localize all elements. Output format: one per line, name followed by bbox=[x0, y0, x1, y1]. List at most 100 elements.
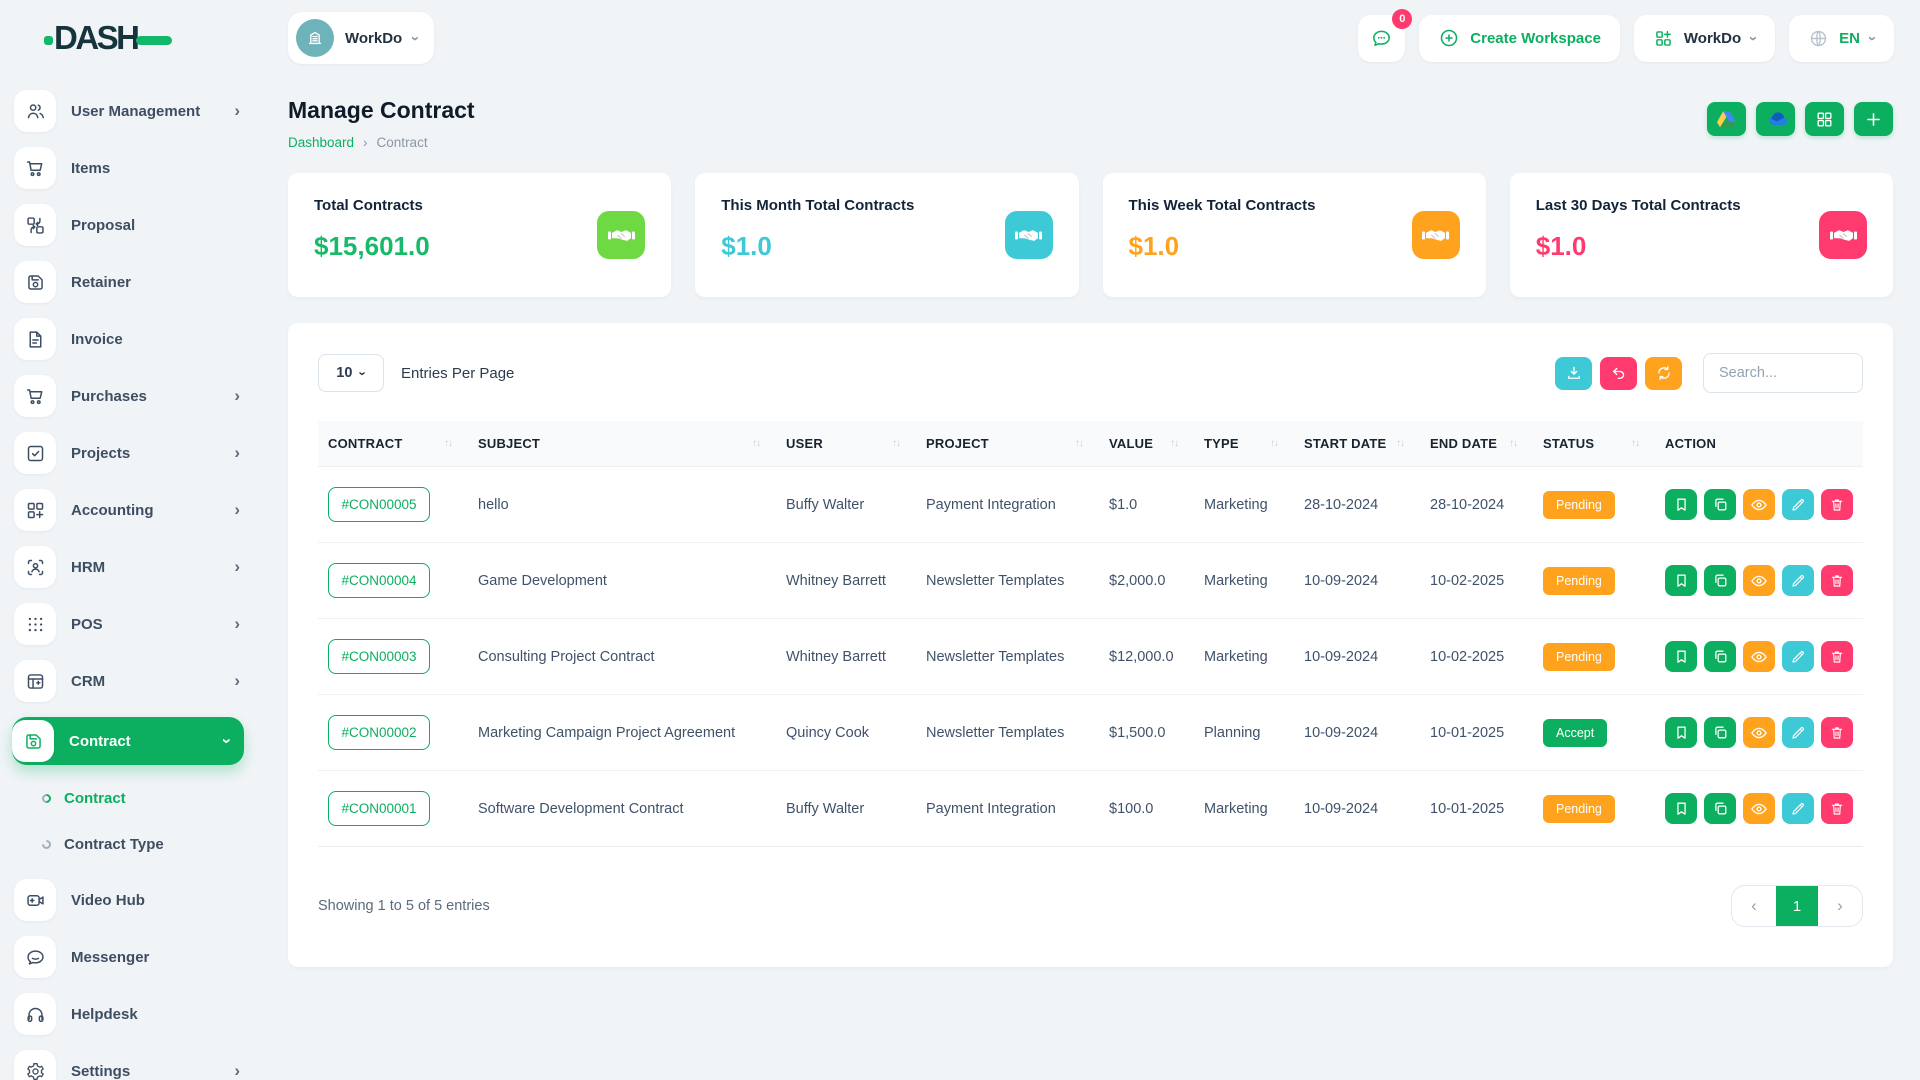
sidebar-item-retainer[interactable]: Retainer bbox=[14, 261, 244, 303]
page-title: Manage Contract bbox=[288, 97, 475, 123]
pagination-page-1[interactable]: 1 bbox=[1776, 886, 1818, 926]
bookmark-action-button[interactable] bbox=[1665, 793, 1697, 824]
trash-icon bbox=[1829, 725, 1845, 741]
eye-icon bbox=[1750, 496, 1768, 514]
trash-icon bbox=[1829, 801, 1845, 817]
column-header-end-date[interactable]: END DATE ↑↓ bbox=[1420, 421, 1533, 467]
entries-per-page-label: Entries Per Page bbox=[401, 364, 515, 382]
table-body: #CON00005 hello Buffy Walter Payment Int… bbox=[318, 466, 1863, 847]
table-header-row: CONTRACT ↑↓ SUBJECT ↑↓ USER ↑↓ PROJECT ↑↓ VALUE ↑… bbox=[318, 421, 1863, 467]
trash-action-button[interactable] bbox=[1821, 489, 1853, 520]
bookmark-action-button[interactable] bbox=[1665, 641, 1697, 672]
app-logo: DASH bbox=[0, 19, 260, 57]
cell-project: Payment Integration bbox=[916, 466, 1099, 543]
contract-id-link[interactable]: #CON00005 bbox=[328, 487, 430, 522]
sidebar-item-invoice[interactable]: Invoice bbox=[14, 318, 244, 360]
eye-action-button[interactable] bbox=[1743, 565, 1775, 596]
globe-icon bbox=[1810, 30, 1827, 46]
add-button[interactable] bbox=[1854, 102, 1893, 136]
google-drive-button[interactable] bbox=[1707, 102, 1746, 136]
sidebar-item-user-management[interactable]: User Management › bbox=[14, 90, 244, 132]
sidebar-item-accounting[interactable]: Accounting › bbox=[14, 489, 244, 531]
workspace-menu-button[interactable]: WorkDo › bbox=[1633, 14, 1776, 62]
onedrive-button[interactable] bbox=[1756, 102, 1795, 136]
eye-action-button[interactable] bbox=[1743, 793, 1775, 824]
contract-id-link[interactable]: #CON00001 bbox=[328, 791, 430, 826]
sidebar-item-projects[interactable]: Projects › bbox=[14, 432, 244, 474]
search-input[interactable] bbox=[1703, 353, 1863, 393]
sidebar-subitem-contract-type[interactable]: Contract Type bbox=[0, 821, 260, 867]
bookmark-action-button[interactable] bbox=[1665, 565, 1697, 596]
grid-button[interactable] bbox=[1805, 102, 1844, 136]
edit-action-button[interactable] bbox=[1782, 641, 1814, 672]
sidebar-item-pos[interactable]: POS › bbox=[14, 603, 244, 645]
table-row: #CON00002 Marketing Campaign Project Agr… bbox=[318, 694, 1863, 771]
sidebar-item-contract[interactable]: Contract › bbox=[12, 717, 244, 765]
copy-action-button[interactable] bbox=[1704, 565, 1736, 596]
sidebar-subitem-contract[interactable]: Contract bbox=[0, 775, 260, 821]
column-header-user[interactable]: USER ↑↓ bbox=[776, 421, 916, 467]
cell-project: Newsletter Templates bbox=[916, 618, 1099, 695]
trash-action-button[interactable] bbox=[1821, 793, 1853, 824]
contracts-table: CONTRACT ↑↓ SUBJECT ↑↓ USER ↑↓ PROJECT ↑↓ VALUE ↑… bbox=[318, 421, 1863, 847]
sidebar-item-messenger[interactable]: Messenger bbox=[14, 936, 244, 978]
bullet-icon bbox=[40, 791, 53, 805]
copy-action-button[interactable] bbox=[1704, 489, 1736, 520]
pagination-next-button[interactable]: › bbox=[1818, 886, 1862, 926]
export-download-button[interactable] bbox=[1555, 356, 1592, 390]
file-invoice-icon bbox=[14, 318, 56, 360]
copy-action-button[interactable] bbox=[1704, 717, 1736, 748]
edit-action-button[interactable] bbox=[1782, 565, 1814, 596]
edit-action-button[interactable] bbox=[1782, 793, 1814, 824]
refresh-button[interactable] bbox=[1645, 356, 1682, 390]
column-header-value[interactable]: VALUE ↑↓ bbox=[1099, 421, 1194, 467]
trash-action-button[interactable] bbox=[1821, 565, 1853, 596]
cell-start-date: 28-10-2024 bbox=[1294, 466, 1420, 543]
handshake-icon bbox=[1819, 211, 1867, 259]
contract-id-link[interactable]: #CON00002 bbox=[328, 715, 430, 750]
workspace-menu-label: WorkDo bbox=[1683, 29, 1742, 47]
pagination-prev-button[interactable]: ‹ bbox=[1732, 886, 1776, 926]
workspace-switcher[interactable]: WorkDo › bbox=[288, 12, 435, 64]
row-actions bbox=[1665, 717, 1853, 748]
sidebar-item-video-hub[interactable]: Video Hub bbox=[14, 879, 244, 921]
create-workspace-button[interactable]: Create Workspace bbox=[1419, 14, 1620, 62]
language-selector[interactable]: EN › bbox=[1789, 14, 1894, 62]
trash-action-button[interactable] bbox=[1821, 641, 1853, 672]
swap-grid-icon bbox=[14, 204, 56, 246]
bookmark-action-button[interactable] bbox=[1665, 489, 1697, 520]
messages-button[interactable]: 0 bbox=[1358, 8, 1413, 62]
sidebar-item-hrm[interactable]: HRM › bbox=[14, 546, 244, 588]
column-header-start-date[interactable]: START DATE ↑↓ bbox=[1294, 421, 1420, 467]
bookmark-action-button[interactable] bbox=[1665, 717, 1697, 748]
handshake-icon bbox=[1004, 211, 1053, 259]
entries-per-page-select[interactable]: 10 › bbox=[318, 354, 384, 392]
chevron-down-icon: › bbox=[1864, 35, 1881, 41]
column-header-type[interactable]: TYPE ↑↓ bbox=[1194, 421, 1294, 467]
edit-action-button[interactable] bbox=[1782, 717, 1814, 748]
column-header-subject[interactable]: SUBJECT ↑↓ bbox=[468, 421, 776, 467]
copy-action-button[interactable] bbox=[1704, 641, 1736, 672]
sidebar-item-helpdesk[interactable]: Helpdesk bbox=[14, 993, 244, 1035]
eye-action-button[interactable] bbox=[1743, 717, 1775, 748]
stat-card-total-contracts: Total Contracts $15,601.0 bbox=[288, 173, 672, 297]
cell-end-date: 10-01-2025 bbox=[1420, 770, 1533, 847]
bookmark-icon bbox=[1673, 572, 1690, 589]
sidebar-item-settings[interactable]: Settings › bbox=[14, 1050, 244, 1080]
trash-action-button[interactable] bbox=[1821, 717, 1853, 748]
contract-id-link[interactable]: #CON00004 bbox=[328, 563, 430, 598]
eye-action-button[interactable] bbox=[1743, 489, 1775, 520]
column-header-contract[interactable]: CONTRACT ↑↓ bbox=[318, 421, 468, 467]
sidebar-item-items[interactable]: Items bbox=[14, 147, 244, 189]
column-header-project[interactable]: PROJECT ↑↓ bbox=[916, 421, 1099, 467]
reset-button[interactable] bbox=[1600, 356, 1637, 390]
column-header-status[interactable]: STATUS ↑↓ bbox=[1533, 421, 1655, 467]
contract-id-link[interactable]: #CON00003 bbox=[328, 639, 430, 674]
eye-action-button[interactable] bbox=[1743, 641, 1775, 672]
sidebar-item-proposal[interactable]: Proposal bbox=[14, 204, 244, 246]
breadcrumb-dashboard-link[interactable]: Dashboard bbox=[288, 135, 355, 150]
sidebar-item-crm[interactable]: CRM › bbox=[14, 660, 244, 702]
edit-action-button[interactable] bbox=[1782, 489, 1814, 520]
sidebar-item-purchases[interactable]: Purchases › bbox=[14, 375, 244, 417]
copy-action-button[interactable] bbox=[1704, 793, 1736, 824]
